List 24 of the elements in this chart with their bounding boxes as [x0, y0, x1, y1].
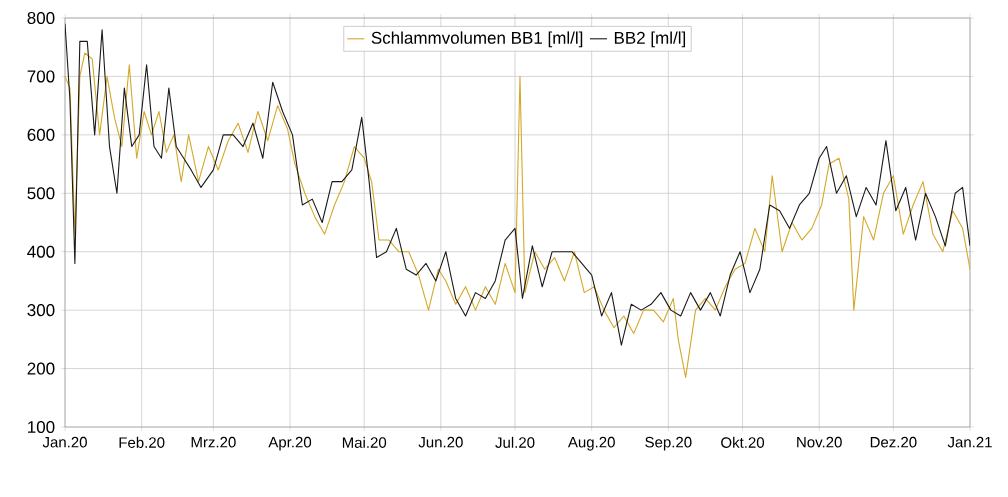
y-tick-label: 700	[27, 70, 55, 83]
y-tick-label: 600	[27, 128, 55, 141]
y-tick-label: 200	[27, 362, 55, 375]
line-series	[65, 52, 971, 378]
x-tick-label: Nov.20	[797, 436, 842, 448]
y-tick-label: 100	[28, 420, 55, 434]
x-tick-label: Aug.20	[567, 436, 615, 451]
x-tick-label: Apr.20	[268, 436, 312, 451]
y-tick-label: 800	[27, 11, 55, 25]
x-tick-label: Jan.21	[947, 436, 992, 448]
x-tick-label: Feb.20	[119, 436, 165, 448]
legend-label: BB2 [ml/l]	[614, 31, 686, 48]
y-tick-label: 300	[27, 304, 55, 317]
x-tick-label: Mai.20	[342, 436, 387, 448]
y-tick-label: 400	[27, 245, 55, 258]
x-tick-label: Mrz.20	[191, 436, 236, 448]
x-tick-label: Jan.20	[42, 436, 87, 448]
x-tick-label: Jul.20	[495, 436, 535, 448]
x-tick-label: Okt.20	[721, 436, 765, 448]
legend-label: Schlammvolumen BB1 [ml/l]	[371, 31, 583, 48]
x-tick-label: Sep.20	[645, 436, 692, 451]
x-tick-label: Dez.20	[870, 436, 917, 448]
y-tick-label: 500	[27, 187, 55, 200]
x-tick-label: Jun.20	[418, 436, 463, 448]
